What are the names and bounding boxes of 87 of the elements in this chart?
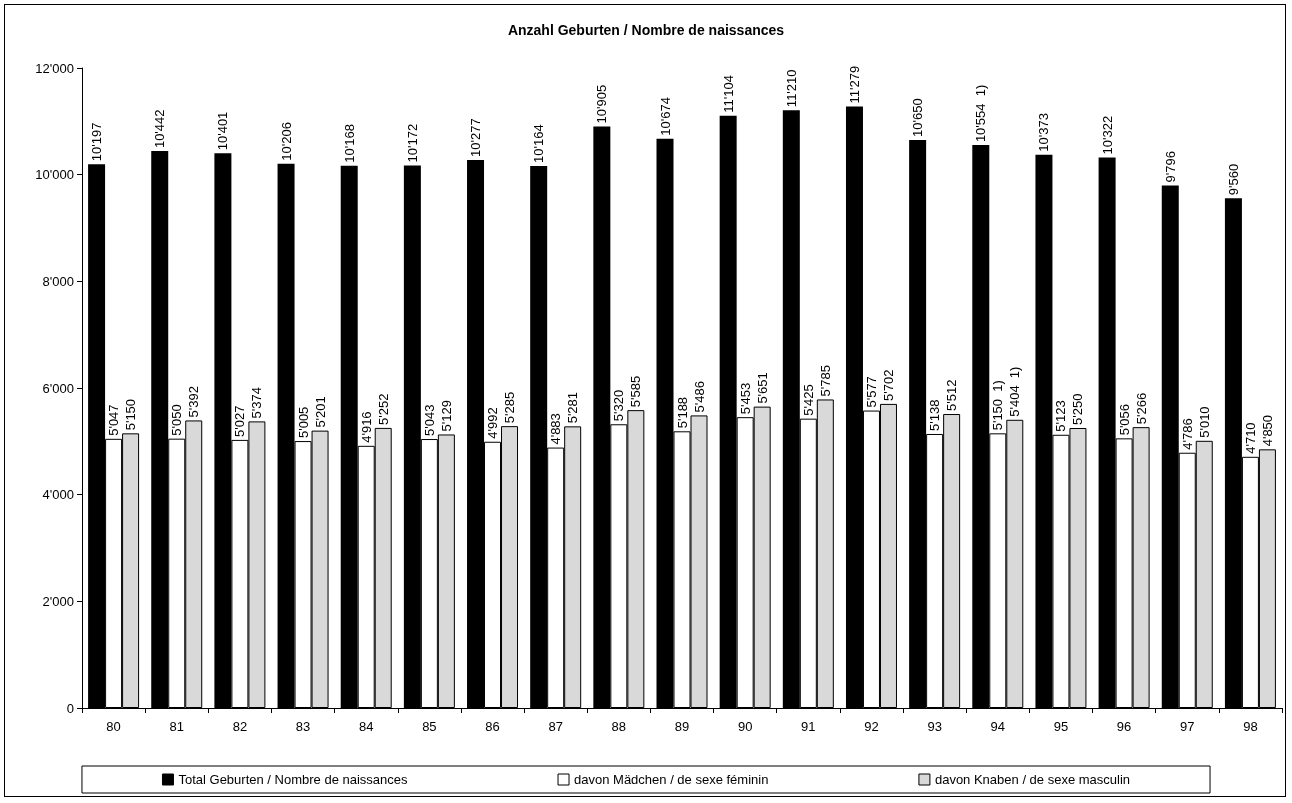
data-label: 11'104: [720, 75, 736, 113]
data-label: 5'651: [754, 372, 770, 404]
data-label: 5'486: [691, 381, 707, 413]
y-tick-label: 2'000: [42, 593, 74, 609]
data-label: 5'201: [312, 396, 328, 428]
legend-label: davon Mädchen / de sexe féminin: [574, 772, 769, 787]
data-label: 5'425: [800, 384, 816, 416]
y-tick-label: 12'000: [35, 60, 74, 76]
data-label: 5'702: [880, 369, 896, 401]
x-tick-label: 96: [1116, 719, 1132, 734]
x-tick-label: 80: [106, 719, 121, 734]
data-label: 4'916: [358, 411, 374, 443]
data-label: 5'138: [927, 399, 943, 431]
x-tick-label: 82: [232, 719, 248, 734]
data-label: 5'005: [295, 406, 311, 439]
y-tick-label: 8'000: [42, 273, 74, 289]
data-label: 4'786: [1179, 418, 1195, 450]
x-tick-label: 98: [1243, 719, 1258, 734]
x-tick-label: 95: [1053, 719, 1069, 734]
data-label: 10'554 1): [973, 84, 989, 143]
data-label: 4'710: [1242, 422, 1258, 454]
data-label: 11'279: [846, 65, 862, 104]
data-label: 10'168: [341, 124, 357, 163]
x-tick-label: 88: [611, 719, 627, 734]
data-label: 5'392: [186, 386, 202, 418]
data-label: 5'252: [375, 393, 391, 425]
data-label: 5'129: [438, 400, 454, 432]
x-tick-label: 97: [1180, 719, 1195, 734]
x-tick-label: 89: [674, 719, 690, 734]
data-label: 5'266: [1133, 392, 1149, 425]
data-label: 10'442: [152, 109, 168, 149]
x-tick-label: 81: [169, 719, 184, 734]
data-label: 10'401: [215, 111, 231, 151]
data-label: 10'197: [89, 122, 105, 162]
x-tick-label: 86: [485, 719, 500, 734]
legend-label: davon Knaben / de sexe masculin: [934, 772, 1131, 787]
data-label: 5'374: [249, 386, 265, 419]
x-tick-label: 87: [548, 719, 563, 734]
x-tick-label: 84: [358, 719, 374, 734]
data-label: 10'650: [910, 98, 926, 137]
x-tick-label: 93: [927, 719, 942, 734]
data-label: 5'047: [106, 404, 122, 436]
data-label: 5'150 1): [990, 380, 1006, 431]
y-tick-label: 4'000: [42, 487, 74, 503]
legend-label: Total Geburten / Nombre de naissances: [178, 772, 409, 787]
x-tick-label: 94: [990, 719, 1006, 734]
x-tick-label: 92: [864, 719, 879, 734]
data-label: 10'206: [278, 122, 294, 161]
x-tick-label: 90: [737, 719, 753, 734]
chart-title: Anzahl Geburten / Nombre de naissances: [507, 22, 785, 38]
data-label: 5'150: [123, 398, 139, 431]
data-label: 5'285: [502, 391, 518, 424]
data-label: 5'453: [737, 382, 753, 415]
data-label: 10'172: [404, 123, 420, 163]
x-tick-label: 85: [422, 719, 437, 734]
y-tick-label: 10'000: [35, 167, 74, 183]
data-label: 5'577: [863, 376, 879, 408]
data-label: 5'050: [169, 404, 185, 436]
data-label: 5'250: [1070, 393, 1086, 425]
data-label: 5'404 1): [1007, 366, 1023, 417]
y-tick-label: 6'000: [42, 380, 74, 396]
data-label: 10'164: [531, 124, 547, 163]
y-tick-label: 0: [66, 700, 74, 716]
data-label: 5'320: [611, 389, 627, 422]
data-label: 5'043: [421, 404, 437, 437]
data-label: 5'512: [944, 379, 960, 412]
data-label: 5'585: [628, 375, 644, 408]
x-tick-label: 91: [801, 719, 816, 734]
data-label: 10'373: [1036, 113, 1052, 152]
data-label: 4'850: [1259, 414, 1275, 447]
data-label: 10'277: [468, 118, 484, 157]
data-label: 10'674: [657, 97, 673, 136]
data-label: 5'785: [817, 365, 833, 397]
data-label: 5'056: [1116, 403, 1132, 436]
data-label: 5'123: [1053, 400, 1069, 432]
data-label: 5'188: [674, 396, 690, 429]
data-label: 5'010: [1196, 406, 1212, 438]
data-label: 10'322: [1099, 115, 1115, 155]
x-tick-label: 83: [295, 719, 311, 734]
data-label: 10'905: [594, 84, 610, 124]
data-label: 4'992: [485, 407, 501, 439]
data-label: 9'560: [1225, 163, 1241, 196]
data-label: 5'281: [565, 391, 581, 424]
data-label: 5'027: [232, 405, 248, 437]
data-label: 4'883: [548, 413, 564, 445]
data-label: 9'796: [1162, 151, 1178, 183]
data-label: 11'210: [783, 69, 799, 108]
